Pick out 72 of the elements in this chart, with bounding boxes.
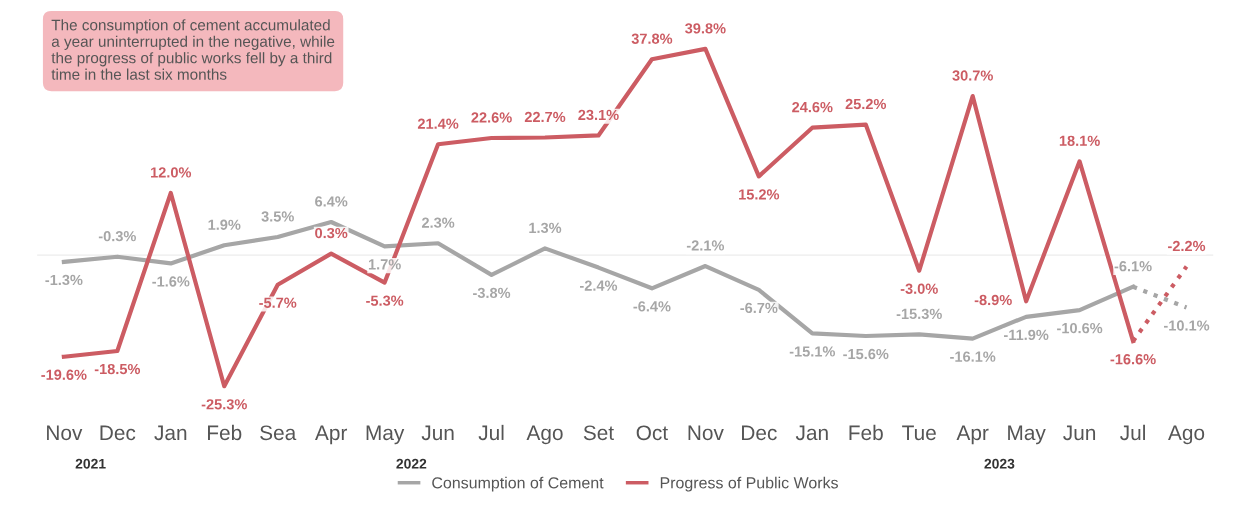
data-label: -16.1% xyxy=(950,351,996,362)
data-label: 12.0% xyxy=(151,167,192,178)
x-tick-label: Nov xyxy=(688,425,724,441)
data-label: 1.7% xyxy=(368,259,401,270)
data-label: -2.1% xyxy=(686,240,725,251)
legend-label: Consumption of Cement xyxy=(432,476,604,492)
data-label: 22.6% xyxy=(471,112,512,123)
data-label: 39.8% xyxy=(685,23,726,34)
data-label: -6.1% xyxy=(1114,261,1152,272)
data-label: -15.6% xyxy=(843,348,889,360)
data-label: 30.7% xyxy=(952,70,993,81)
x-tick-label: Jun xyxy=(1063,425,1096,441)
data-label: 25.2% xyxy=(845,98,887,110)
data-label: 1.9% xyxy=(208,219,241,230)
annotation: The consumption of cement accumulated a year uninterrupted in the negative, while the progress of public works fell by a third time in the last six months xyxy=(51,19,335,80)
x-tick-label: Apr xyxy=(956,425,989,445)
x-tick-label: Jun xyxy=(421,425,454,441)
x-tick-label: Jan xyxy=(154,425,187,441)
data-label: -6.4% xyxy=(633,301,671,312)
data-label: -25.3% xyxy=(201,399,247,410)
text: 2023 xyxy=(984,458,1015,469)
data-label: 24.6% xyxy=(792,101,833,113)
text: 2022 xyxy=(396,458,427,469)
x-tick-label: Ago xyxy=(526,425,563,445)
data-label: 37.8% xyxy=(631,33,673,44)
x-tick-label: Oct xyxy=(636,425,668,441)
x-tick-label: Set xyxy=(583,425,614,441)
data-label: -1.3% xyxy=(45,274,83,286)
data-label: -11.9% xyxy=(1004,329,1049,341)
data-label: -3.0% xyxy=(900,283,938,294)
data-label: 21.4% xyxy=(417,118,459,129)
x-tick-label: Dec xyxy=(742,425,777,441)
data-label: 23.1% xyxy=(578,109,619,121)
x-tick-label: Jul xyxy=(1120,424,1145,441)
data-label: 0.3% xyxy=(315,227,348,239)
x-tick-label: Jul xyxy=(478,424,504,441)
data-label: -19.6% xyxy=(41,369,87,380)
data-label: 22.7% xyxy=(524,111,566,123)
data-label: -0.3% xyxy=(98,230,136,242)
data-label: -16.6% xyxy=(1110,354,1156,365)
data-label: -10.6% xyxy=(1057,322,1103,334)
data-label: -8.9% xyxy=(974,294,1012,306)
data-label: 15.2% xyxy=(739,189,780,200)
data-label: 2.3% xyxy=(421,217,455,228)
data-label: -5.7% xyxy=(259,297,297,308)
data-label: -1.6% xyxy=(152,276,190,287)
data-label: -15.1% xyxy=(789,346,836,357)
x-tick-label: Ago xyxy=(1168,425,1205,445)
data-label: -15.3% xyxy=(896,308,942,320)
x-tick-label: Dec xyxy=(100,425,136,441)
x-tick-label: May xyxy=(366,425,405,445)
data-label: -18.5% xyxy=(94,363,141,375)
data-label: 3.5% xyxy=(261,211,294,222)
legend-label: Progress of Public Works xyxy=(660,476,838,492)
data-label: -2.4% xyxy=(579,280,618,291)
x-tick-label: Tue xyxy=(902,425,936,441)
data-label: -6.7% xyxy=(740,302,778,314)
data-label: -2.2% xyxy=(1168,240,1206,252)
data-label: -10.1% xyxy=(1163,320,1210,331)
x-tick-label: Jan xyxy=(795,425,828,441)
data-label: 6.4% xyxy=(315,196,348,207)
x-tick-label: Nov xyxy=(47,425,83,441)
x-tick-label: Feb xyxy=(849,424,883,441)
x-tick-label: Sea xyxy=(260,425,297,441)
data-label: -5.3% xyxy=(366,295,404,306)
x-tick-label: Feb xyxy=(208,424,242,441)
text: 2021 xyxy=(75,458,106,469)
x-tick-label: Apr xyxy=(315,425,348,445)
data-label: -3.8% xyxy=(473,287,511,299)
data-label: 1.3% xyxy=(529,222,562,234)
data-label: 18.1% xyxy=(1059,135,1100,146)
x-tick-label: May xyxy=(1008,425,1046,445)
